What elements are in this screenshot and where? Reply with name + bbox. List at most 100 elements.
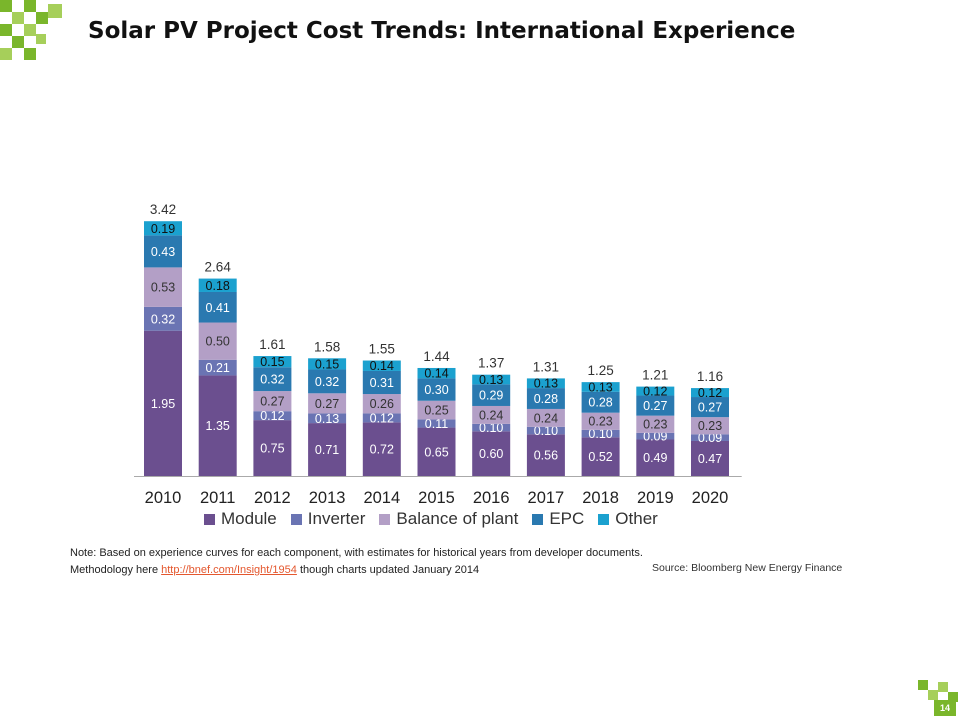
bar-segment-module (526, 434, 565, 476)
data-label: 0.23 (698, 419, 722, 433)
note-text: Note: Based on experience curves for eac… (70, 547, 643, 576)
total-label: 1.58 (314, 339, 340, 354)
bar-segment-other (308, 358, 347, 370)
x-tick-label: 2017 (528, 489, 565, 507)
total-label: 1.16 (697, 369, 723, 384)
bar-segment-inverter (198, 359, 237, 376)
total-label: 3.42 (150, 202, 176, 217)
data-label: 0.23 (588, 415, 612, 429)
data-label: 0.09 (643, 430, 667, 444)
legend-label: Balance of plant (396, 509, 519, 528)
data-label: 0.32 (260, 373, 284, 387)
bar-segment-balance-of-plant (581, 412, 620, 430)
legend-swatch (532, 513, 544, 525)
stacked-bar-chart: 1.95 0.32 0.53 0.43 0.19 3.42 2010 1.35 0.21 0.50… (134, 202, 742, 507)
bar-segment-other (144, 221, 182, 236)
data-label: 0.12 (370, 411, 394, 425)
data-label: 0.28 (534, 392, 558, 406)
bar-segment-balance-of-plant (417, 400, 456, 420)
bar-segment-epc (526, 388, 565, 409)
legend-label: Module (221, 509, 277, 528)
bar-segment-module (636, 439, 675, 476)
data-label: 0.25 (424, 404, 448, 418)
bar-segment-inverter (417, 419, 456, 428)
chart-note: Note: Based on experience curves for eac… (70, 545, 690, 579)
data-label: 0.13 (315, 412, 339, 426)
x-tick-label: 2010 (145, 489, 182, 507)
data-label: 0.14 (370, 359, 394, 373)
data-label: 0.15 (315, 357, 339, 371)
bar-segment-epc (198, 291, 237, 323)
bar-segment-epc (581, 391, 620, 413)
note-text-end: though charts updated January 2014 (296, 564, 480, 576)
bar-segment-other (253, 356, 292, 368)
x-tick-label: 2014 (363, 489, 400, 507)
legend-item: Inverter (290, 509, 366, 529)
bar-segment-balance-of-plant (472, 405, 511, 424)
bar-segment-module (581, 437, 620, 476)
total-label: 1.44 (423, 349, 450, 364)
data-label: 0.52 (588, 450, 612, 464)
data-label: 1.95 (151, 397, 175, 411)
legend-label: EPC (549, 509, 585, 528)
x-tick-label: 2016 (473, 489, 510, 507)
x-tick-label: 2015 (418, 489, 455, 507)
total-label: 1.55 (369, 342, 395, 357)
page-title: Solar PV Project Cost Trends: Internatio… (88, 18, 796, 44)
legend-label: Other (615, 509, 658, 528)
bar-segment-module (198, 375, 237, 476)
bar-segment-epc (417, 378, 456, 401)
data-label: 0.18 (206, 279, 230, 293)
bar-segment-epc (253, 367, 292, 392)
bar-segment-epc (691, 397, 729, 418)
data-label: 0.12 (643, 385, 667, 399)
methodology-link[interactable]: http://bnef.com/Insight/1954 (161, 564, 297, 576)
x-tick-label: 2019 (637, 489, 674, 507)
data-label: 0.28 (588, 396, 612, 410)
legend-label: Inverter (307, 509, 366, 528)
x-tick-label: 2012 (254, 489, 291, 507)
data-label: 0.09 (698, 431, 722, 445)
bar-segment-module (691, 440, 729, 476)
data-label: 0.23 (643, 418, 667, 432)
data-label: 0.65 (424, 445, 448, 459)
bar-segment-inverter (253, 411, 292, 421)
bar-segment-inverter (362, 413, 401, 423)
legend-swatch (204, 513, 215, 525)
bar-segment-balance-of-plant (526, 408, 565, 427)
x-tick-label: 2011 (200, 489, 235, 507)
bar-segment-other (362, 360, 401, 371)
x-tick-label: 2020 (692, 489, 729, 507)
data-label: 0.60 (479, 447, 503, 461)
bar-segment-epc (308, 369, 347, 394)
bar-segment-balance-of-plant (198, 322, 237, 360)
data-label: 0.71 (315, 443, 339, 457)
bar-segment-other (636, 386, 675, 396)
legend-swatch (379, 513, 391, 525)
data-label: 0.14 (424, 367, 448, 381)
data-label: 0.32 (315, 375, 339, 389)
data-label: 0.43 (151, 245, 175, 259)
bar-segment-epc (636, 395, 675, 416)
brand-corner-logo (0, 0, 62, 60)
legend-item: Other (598, 509, 658, 529)
data-label: 0.27 (315, 397, 339, 411)
bar-segment-balance-of-plant (636, 415, 675, 433)
total-label: 1.61 (259, 337, 285, 352)
x-tick-label: 2013 (309, 489, 346, 507)
bar-segment-module (144, 330, 182, 476)
bar-segment-module (362, 422, 401, 476)
data-label: 0.49 (643, 451, 667, 465)
bar-segment-epc (144, 235, 182, 268)
data-label: 1.35 (206, 419, 230, 433)
data-label: 0.13 (534, 377, 558, 391)
bar-segment-inverter (581, 429, 620, 438)
bar-segment-module (417, 427, 456, 476)
bar-segment-other (472, 374, 511, 385)
data-label: 0.10 (479, 421, 503, 435)
bar-segment-other (526, 378, 565, 389)
data-label: 0.24 (479, 408, 503, 422)
bar-segment-inverter (636, 432, 675, 440)
brand-corner-logo-bottom (918, 680, 958, 702)
data-label: 0.27 (698, 401, 722, 415)
